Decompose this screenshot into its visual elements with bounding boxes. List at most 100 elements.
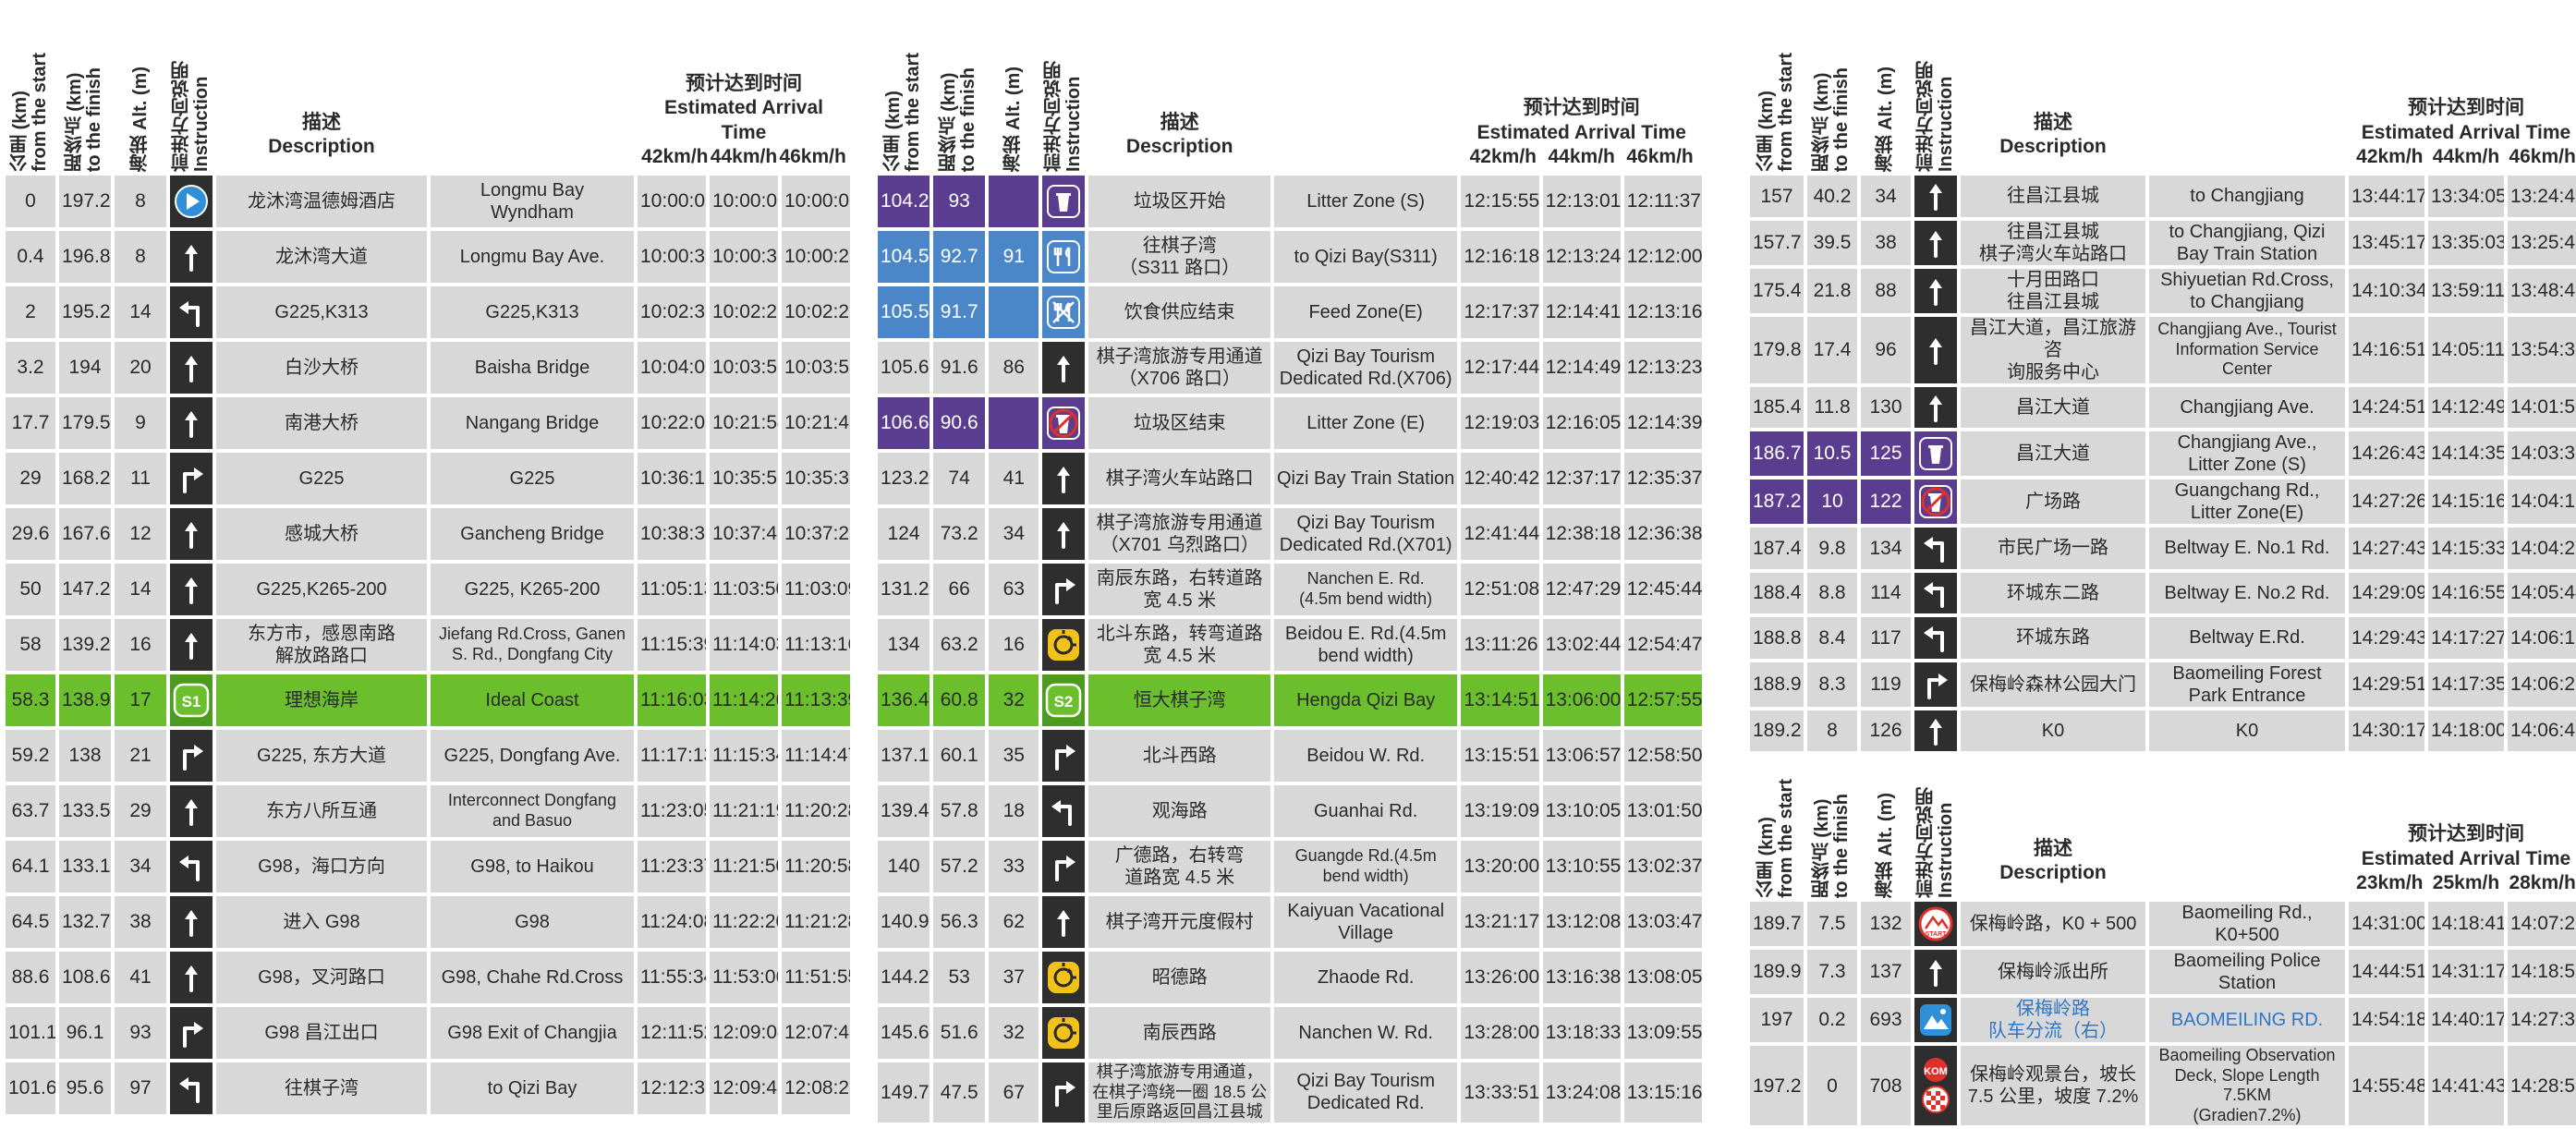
svg-text:S2: S2 [1054, 693, 1074, 710]
turn-right-icon [1042, 1062, 1086, 1123]
cell-altitude: 114 [1861, 572, 1911, 613]
header-instruction: 前进方向说明 Instruction [1914, 734, 1957, 898]
cell-km-from-start: 186.7 [1750, 431, 1804, 476]
cell-description-zh: 广场路 [1961, 480, 2145, 524]
cell-altitude: 34 [989, 508, 1039, 560]
turn-left-icon [170, 286, 213, 338]
cell-km-to-finish: 60.1 [933, 730, 986, 782]
cell-description-en: G98 [431, 896, 634, 948]
cell-description-en: Guangde Rd.(4.5m bend width) [1273, 841, 1458, 892]
cell-description-en: Nanchen E. Rd. (4.5m bend width) [1273, 564, 1458, 615]
cell-km-from-start: 105.6 [878, 342, 930, 394]
cell-km-from-start: 144.2 [878, 952, 930, 1003]
turn-right-icon [1914, 662, 1957, 707]
cell-eta: 13:35:03 [2428, 220, 2504, 265]
cell-eta: 12:11:52 [638, 1007, 706, 1059]
cell-eta: 12:14:41 [1542, 286, 1621, 338]
litter-zone-end-icon [1042, 397, 1086, 449]
turn-right-icon [170, 1007, 213, 1059]
header-spacer [431, 7, 634, 172]
cell-eta: 13:10:55 [1542, 841, 1621, 892]
cell-km-to-finish: 66 [933, 564, 986, 615]
cell-km-to-finish: 133.1 [59, 841, 111, 892]
cell-eta: 13:45:17 [2349, 220, 2424, 265]
cell-description-zh: 感城大桥 [216, 508, 427, 560]
speed-label: 44km/h [710, 145, 778, 167]
cell-description-en: Beltway E.Rd. [2149, 617, 2345, 659]
cell-eta: 13:54:31 [2508, 316, 2576, 383]
cell-km-from-start: 106.6 [878, 397, 930, 449]
header-km-from-start: 公里 (km) from the start [1750, 734, 1804, 898]
cell-description-zh: 观海路 [1088, 785, 1270, 837]
table-row: 187.2 10 122 广场路 Guangchang Rd., Litter Zone… [1750, 480, 2576, 524]
cell-description-en: Guangchang Rd., Litter Zone(E) [2149, 480, 2345, 524]
cell-eta: 12:15:55 [1461, 176, 1539, 227]
cell-eta: 12:36:38 [1623, 508, 1702, 560]
cell-km-from-start: 3.2 [6, 342, 55, 394]
header-spacer [1274, 7, 1457, 172]
header-km-to-finish-label: 距终点 (km) to the finish [1812, 793, 1852, 898]
cell-description-zh: 理想海岸 [216, 674, 427, 726]
cell-description-zh: G225, 东方大道 [216, 730, 427, 782]
cell-description-zh: 垃圾区结束 [1088, 397, 1270, 449]
cell-eta: 13:19:09 [1461, 785, 1539, 837]
mountain-icon [1914, 998, 1957, 1042]
header-km-to-finish: 距终点 (km) to the finish [933, 7, 985, 172]
cell-description-en: Zhaode Rd. [1273, 952, 1458, 1003]
cell-description-en: Baomeiling Observation Deck, Slope Lengt… [2149, 1046, 2345, 1126]
climb-table: 公里 (km) from the start 距终点 (km) to the fi… [1746, 730, 2576, 1129]
header-altitude-label: 海拔 Alt. (m) [1875, 66, 1896, 172]
header-description: 描述 Description [1088, 7, 1270, 172]
cell-description-en: Changjiang Ave., Litter Zone (S) [2149, 431, 2345, 476]
cell-eta: 13:48:47 [2508, 268, 2576, 313]
cell-description-en: Nanchen W. Rd. [1273, 1007, 1458, 1059]
speed-label: 28km/h [2509, 871, 2576, 893]
cell-km-from-start: 58 [6, 619, 55, 671]
cell-description-en: to Changjiang, Qizi Bay Train Station [2149, 220, 2345, 265]
cell-eta: 13:24:47 [2508, 176, 2576, 217]
cell-km-from-start: 188.4 [1750, 572, 1804, 613]
table-row: 188.4 8.8 114 环城东二路 Beltway E. No.2 Rd. 14:29… [1750, 572, 2576, 613]
cell-eta: 12:38:18 [1542, 508, 1621, 560]
cell-eta: 14:55:48 [2349, 1046, 2424, 1126]
cell-km-to-finish: 93 [933, 176, 986, 227]
cell-eta: 10:38:37 [638, 508, 706, 560]
cell-eta: 13:25:42 [2508, 220, 2576, 265]
cell-description-zh: 昌江大道 [1961, 386, 2145, 428]
cell-description-zh: 环城东路 [1961, 617, 2145, 659]
turn-left-icon [1042, 785, 1086, 837]
cell-eta: 10:35:53 [710, 453, 778, 504]
table-row: 189.7 7.5 132 START 保梅岭路，K0 + 500 Baomeiling … [1750, 902, 2576, 946]
cell-description-en: G98, to Haikou [431, 841, 634, 892]
cell-eta: 14:27:43 [2349, 528, 2424, 569]
cell-eta: 11:15:39 [638, 619, 706, 671]
cell-description-zh: G98 昌江出口 [216, 1007, 427, 1059]
cell-eta: 14:24:51 [2349, 386, 2424, 428]
cell-description-en: to Qizi Bay(S311) [1273, 231, 1458, 283]
cell-km-to-finish: 40.2 [1807, 176, 1857, 217]
cell-description-en: to Changjiang [2149, 176, 2345, 217]
cell-eta: 14:01:50 [2508, 386, 2576, 428]
cell-km-to-finish: 91.7 [933, 286, 986, 338]
cell-description-en: G98 Exit of Changjia [431, 1007, 634, 1059]
cell-eta: 13:20:00 [1461, 841, 1539, 892]
cell-eta: 13:02:37 [1623, 841, 1702, 892]
cell-description-en: Qizi Bay Tourism Dedicated Rd.(X701) [1273, 508, 1458, 560]
cell-eta: 12:12:00 [1623, 231, 1702, 283]
cell-description-en: Beidou W. Rd. [1273, 730, 1458, 782]
route-table-1: 公里 (km) from the start 距终点 (km) to the fi… [2, 4, 854, 1118]
cell-km-from-start: 59.2 [6, 730, 55, 782]
cell-eta: 11:51:55 [782, 952, 850, 1003]
turn-right-icon [170, 730, 213, 782]
cell-km-from-start: 175.4 [1750, 268, 1804, 313]
cell-eta: 14:31:00 [2349, 902, 2424, 946]
cell-km-to-finish: 194 [59, 342, 111, 394]
cell-description-zh: 保梅岭派出所 [1961, 950, 2145, 994]
cell-eta: 13:06:57 [1542, 730, 1621, 782]
cell-eta: 12:09:04 [710, 1007, 778, 1059]
cell-eta: 10:00:00 [782, 176, 850, 227]
straight-arrow-icon [1042, 508, 1086, 560]
cell-eta: 14:29:43 [2349, 617, 2424, 659]
cell-description-zh: 恒大棋子湾 [1088, 674, 1270, 726]
